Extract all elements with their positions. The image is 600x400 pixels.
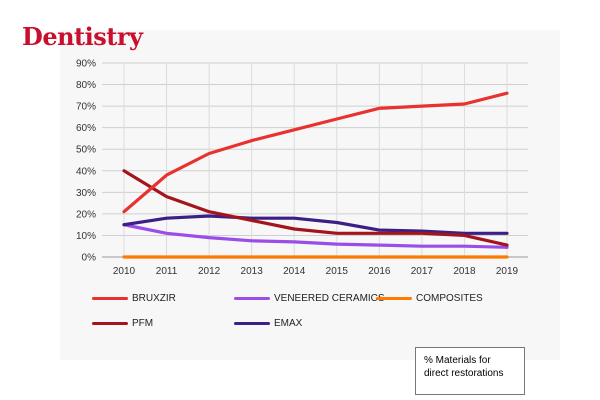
x-tick-label: 2013 <box>241 266 264 277</box>
note-line-2: direct restorations <box>424 368 504 379</box>
gridlines <box>102 62 528 258</box>
legend-label: EMAX <box>274 318 303 329</box>
note-box: % Materials for direct restorations <box>415 347 525 395</box>
legend-swatch <box>376 297 412 300</box>
series-line-bruxzir <box>122 91 509 214</box>
y-tick-labels: 0% 10% 20% 30% 40% 50% 60% 70% 80% 90% <box>76 59 96 264</box>
legend-label: BRUXZIR <box>132 293 176 304</box>
legend-item: COMPOSITES <box>376 293 483 304</box>
x-tick-label: 2014 <box>283 266 306 277</box>
legend-item: VENEERED CERAMICS <box>234 293 385 304</box>
y-tick-label: 0% <box>82 253 97 264</box>
y-tick-label: 90% <box>76 59 96 70</box>
x-tick-label: 2018 <box>453 266 476 277</box>
x-tick-label: 2011 <box>156 266 178 277</box>
legend-swatch <box>234 297 270 300</box>
legend-item: PFM <box>92 318 153 329</box>
y-tick-label: 50% <box>76 145 96 156</box>
legend-label: PFM <box>132 318 154 329</box>
x-tick-label: 2015 <box>326 266 349 277</box>
series-line-veneered-ceramics <box>122 223 509 249</box>
note-line-1: % Materials for <box>424 355 491 366</box>
x-tick-labels: 2010 2011 2012 2013 2014 2015 2016 2017 2018 2019 <box>113 266 519 277</box>
y-tick-label: 30% <box>76 188 96 199</box>
series-line-emax <box>122 214 509 235</box>
legend-swatch <box>234 322 270 325</box>
y-tick-label: 70% <box>76 102 96 113</box>
brand-logo: Dentistry <box>22 22 143 51</box>
x-tick-label: 2016 <box>368 266 391 277</box>
series-lines <box>122 91 509 259</box>
legend-item: BRUXZIR <box>92 293 176 304</box>
x-tick-label: 2012 <box>198 266 221 277</box>
x-tick-label: 2010 <box>113 266 136 277</box>
y-tick-label: 20% <box>76 209 96 220</box>
legend-swatch <box>92 297 128 300</box>
legend-label: COMPOSITES <box>416 293 483 304</box>
legend-swatch <box>92 322 128 325</box>
y-tick-label: 80% <box>76 80 96 91</box>
x-tick-label: 2017 <box>411 266 434 277</box>
series-line-pfm <box>122 169 509 247</box>
y-tick-label: 40% <box>76 166 96 177</box>
x-tick-label: 2019 <box>496 266 519 277</box>
legend-item: EMAX <box>234 318 302 329</box>
y-tick-label: 60% <box>76 123 96 134</box>
legend-label: VENEERED CERAMICS <box>274 293 385 304</box>
y-tick-label: 10% <box>76 231 96 242</box>
